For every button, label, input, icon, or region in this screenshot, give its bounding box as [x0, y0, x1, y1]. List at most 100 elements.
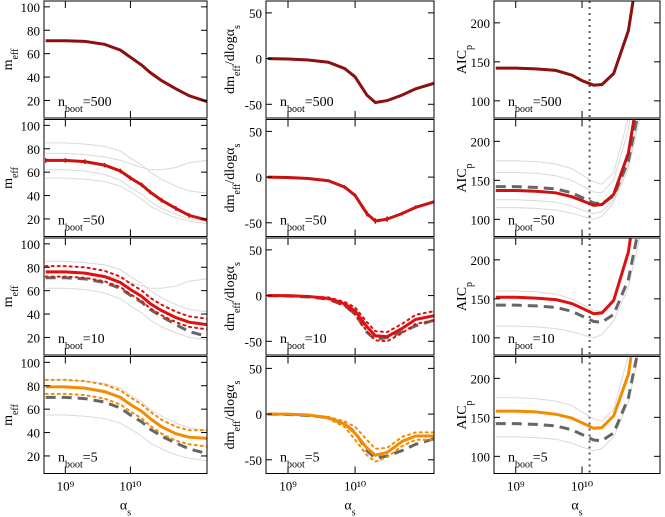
- label-part: AIC: [455, 168, 470, 192]
- y-tick-label: 150: [471, 292, 491, 307]
- y-tick-label: 200: [471, 371, 491, 386]
- frame: [43, 119, 208, 237]
- label-part: α: [344, 499, 352, 514]
- label-part: =50: [305, 214, 327, 229]
- x-tick-label: 10¹⁰: [344, 479, 366, 494]
- label-part: eff: [232, 183, 243, 195]
- y-tick-label: 150: [471, 55, 491, 70]
- label-part: p: [464, 400, 475, 405]
- label-part: eff: [10, 166, 21, 178]
- series-line: [45, 414, 207, 462]
- label-part: eff: [10, 285, 21, 297]
- label-part: eff: [232, 301, 243, 313]
- series-line: [267, 175, 434, 223]
- label-part: boot: [515, 341, 533, 352]
- y-tick-label: 60: [27, 165, 40, 180]
- y-tick-label: 100: [21, 118, 41, 133]
- series-line: [495, 119, 629, 185]
- series-line: [44, 392, 207, 448]
- series-line: [495, 238, 641, 339]
- annotation: nboot=10: [280, 332, 327, 352]
- y-tick-label: 100: [471, 331, 491, 346]
- annotation: nboot=500: [58, 95, 112, 115]
- label-part: =10: [533, 332, 555, 347]
- frame: [493, 237, 661, 356]
- series-line: [495, 238, 632, 316]
- y-tick-label: 80: [27, 23, 40, 38]
- y-axis-label: AICp: [455, 45, 475, 74]
- y-tick-label: 100: [471, 94, 491, 109]
- label-part: n: [508, 95, 515, 110]
- y-tick-label: 100: [21, 237, 41, 252]
- label-part: =10: [305, 332, 327, 347]
- plot-area: [495, 119, 641, 237]
- label-part: s: [232, 143, 243, 147]
- panel: -50 0 50 dmeff/dlogαs nboot=500: [223, 0, 435, 119]
- y-tick-label: -50: [245, 334, 262, 349]
- annotation: nboot=5: [58, 451, 98, 471]
- series-line: [45, 260, 207, 313]
- series-line: [495, 119, 639, 215]
- x-tick-label: 10¹⁰: [571, 479, 593, 494]
- frame: [493, 356, 661, 474]
- label-part: boot: [65, 341, 83, 352]
- y-tick-label: 0: [256, 52, 263, 67]
- frame: [43, 0, 208, 119]
- label-part: m: [1, 178, 16, 189]
- y-tick-label: 0: [256, 289, 263, 304]
- label-part: =5: [83, 451, 98, 466]
- label-part: dm: [223, 431, 238, 449]
- y-tick-label: 20: [27, 330, 40, 345]
- y-axis-label: dmeff/dlogαs: [223, 262, 243, 331]
- label-part: eff: [10, 403, 21, 415]
- plot-area: [266, 412, 434, 463]
- frame: [265, 0, 435, 119]
- label-part: =500: [83, 95, 112, 110]
- y-tick-label: 40: [27, 426, 40, 441]
- series-line: [45, 385, 207, 440]
- label-part: p: [464, 163, 475, 168]
- y-axis-label: meff: [1, 285, 21, 307]
- label-part: n: [280, 451, 287, 466]
- series-line: [44, 378, 207, 432]
- y-tick-label: 100: [471, 449, 491, 464]
- label-part: n: [58, 214, 65, 229]
- series-line: [495, 356, 633, 430]
- label-part: /dlogα: [223, 265, 238, 302]
- y-tick-label: 60: [27, 47, 40, 62]
- label-part: dm: [223, 76, 238, 94]
- y-tick-label: 200: [471, 134, 491, 149]
- series-line: [45, 270, 207, 327]
- plot-area: [44, 260, 207, 341]
- y-tick-label: 60: [27, 284, 40, 299]
- y-tick-label: 20: [27, 93, 40, 108]
- label-part: n: [58, 451, 65, 466]
- label-part: /dlogα: [223, 384, 238, 421]
- series-line: [44, 275, 207, 331]
- panel: 100 150 200 10⁹ 10¹⁰ AICp nboot=5 αs: [455, 356, 661, 517]
- annotation: nboot=5: [508, 451, 548, 471]
- series-line: [45, 158, 207, 222]
- x-tick-label: 10⁹: [57, 479, 75, 494]
- label-part: boot: [515, 104, 533, 115]
- label-part: s: [232, 262, 243, 266]
- series-line: [495, 356, 639, 452]
- series-line: [267, 57, 434, 105]
- series-line: [45, 177, 207, 225]
- label-part: dm: [223, 194, 238, 212]
- plot-area: [495, 238, 641, 355]
- label-part: AIC: [455, 50, 470, 74]
- y-tick-label: -50: [245, 97, 262, 112]
- label-part: boot: [287, 222, 305, 233]
- annotation: nboot=50: [508, 214, 555, 234]
- label-part: eff: [232, 64, 243, 76]
- y-tick-label: 50: [249, 6, 262, 21]
- y-tick-label: 20: [27, 212, 40, 227]
- annotation: nboot=50: [280, 214, 327, 234]
- label-part: m: [1, 59, 16, 70]
- label-part: n: [508, 451, 515, 466]
- y-tick-label: 50: [249, 361, 262, 376]
- series-line: [45, 287, 207, 341]
- series-line: [267, 294, 434, 342]
